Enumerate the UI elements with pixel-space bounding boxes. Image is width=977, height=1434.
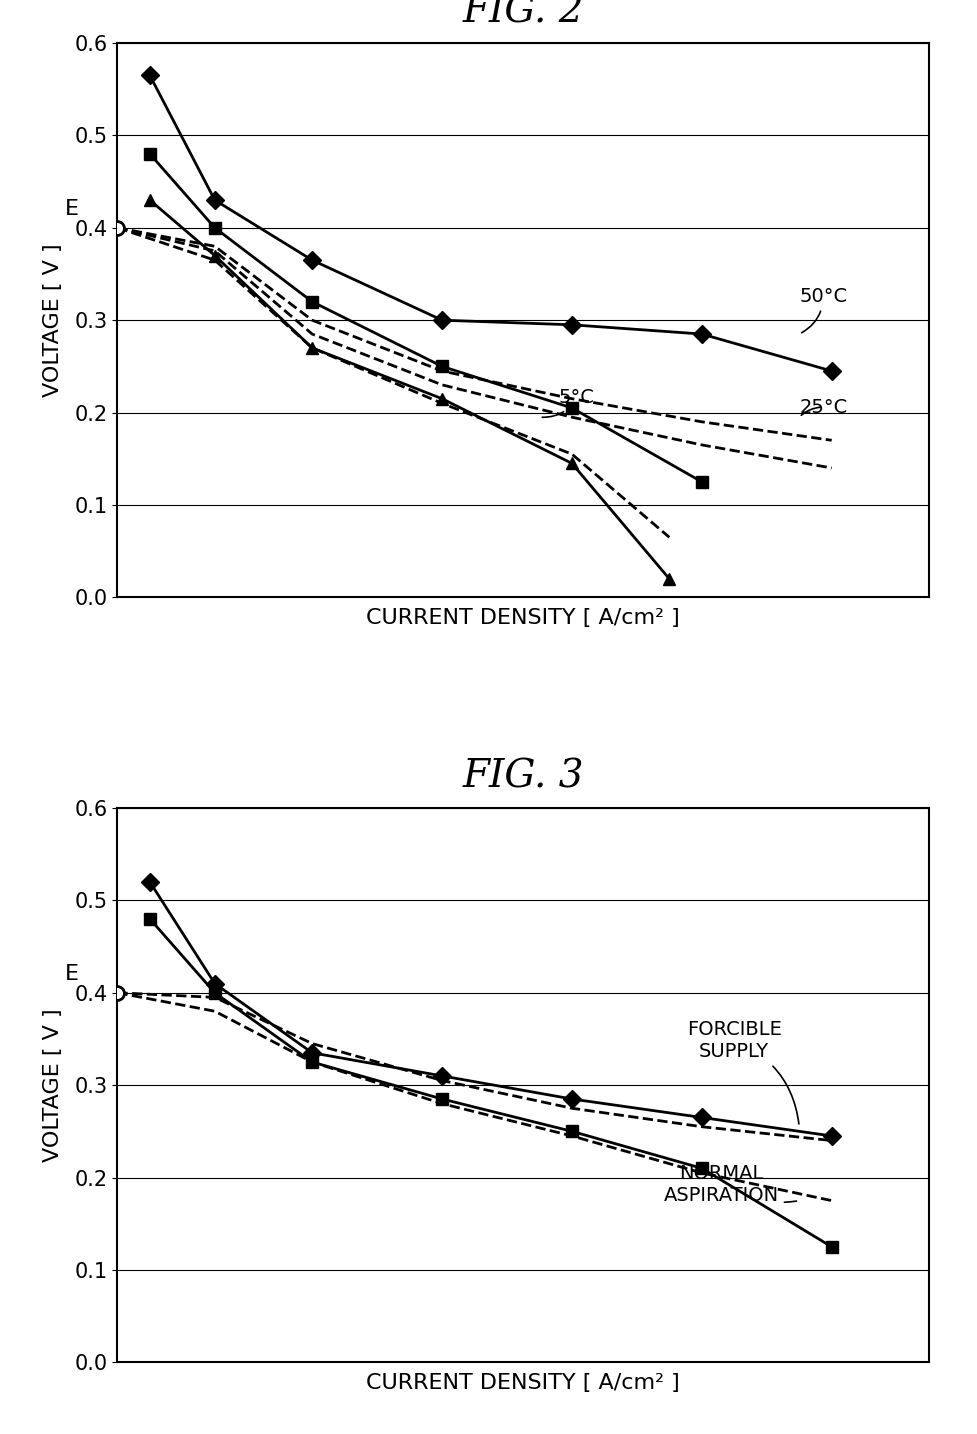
X-axis label: CURRENT DENSITY [ A/cm² ]: CURRENT DENSITY [ A/cm² ] <box>366 1374 679 1394</box>
X-axis label: CURRENT DENSITY [ A/cm² ]: CURRENT DENSITY [ A/cm² ] <box>366 608 679 628</box>
Y-axis label: VOLTAGE [ V ]: VOLTAGE [ V ] <box>43 1008 64 1162</box>
Text: 25°C: 25°C <box>798 397 847 416</box>
Text: FORCIBLE
SUPPLY: FORCIBLE SUPPLY <box>686 1021 798 1124</box>
Title: FIG. 3: FIG. 3 <box>462 759 583 794</box>
Text: NORMAL
ASPIRATION: NORMAL ASPIRATION <box>663 1163 795 1205</box>
Title: FIG. 2: FIG. 2 <box>462 0 583 30</box>
Text: E: E <box>64 199 78 219</box>
Text: 5°C: 5°C <box>541 389 594 417</box>
Text: 50°C: 50°C <box>798 287 846 333</box>
Text: E: E <box>64 964 78 984</box>
Y-axis label: VOLTAGE [ V ]: VOLTAGE [ V ] <box>43 244 64 397</box>
